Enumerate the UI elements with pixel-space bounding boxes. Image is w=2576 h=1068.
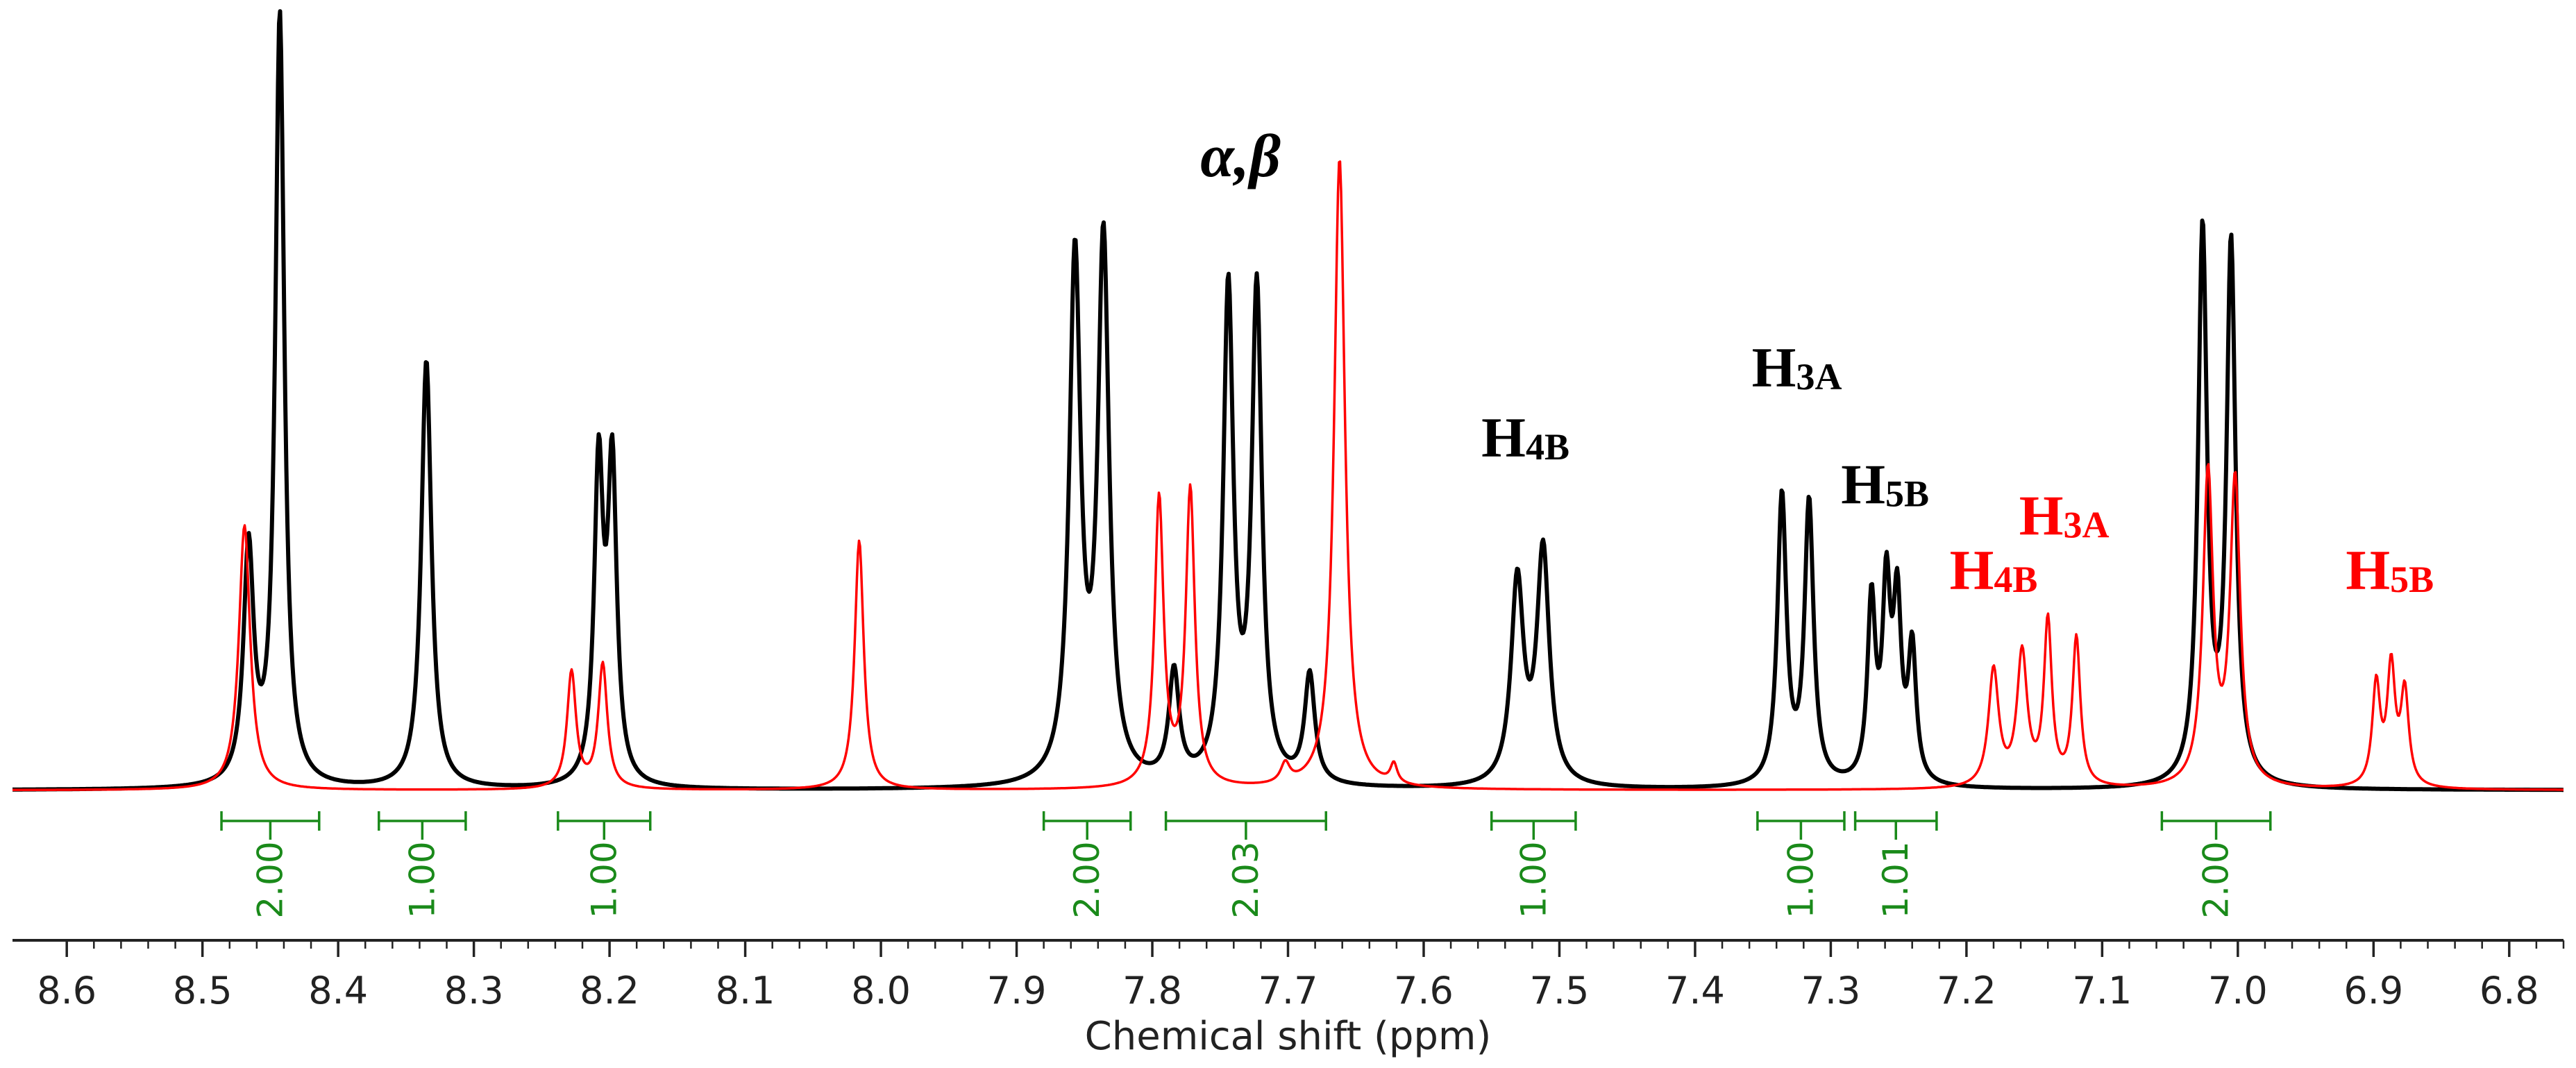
annotation-text: H <box>1481 406 1526 469</box>
spectrum-traces <box>11 9 2565 792</box>
x-tick-label: 6.8 <box>2480 969 2539 1012</box>
integral-value: 1.00 <box>584 841 624 918</box>
integral-marker: 2.00 <box>1042 811 1132 919</box>
integral-marker: 1.00 <box>1490 811 1577 919</box>
x-tick-label: 7.0 <box>2208 969 2268 1012</box>
integral-value: 1.00 <box>1781 841 1821 918</box>
integral-marker: 1.00 <box>1756 811 1846 919</box>
integral-marker: 2.03 <box>1164 811 1327 919</box>
peak-annotation: H5B <box>1841 452 1929 516</box>
x-tick-label: 8.6 <box>37 969 96 1012</box>
integral-marker: 2.00 <box>2160 811 2272 919</box>
x-axis-title: Chemical shift (ppm) <box>1085 1014 1492 1059</box>
integral-value: 2.00 <box>2196 841 2237 918</box>
x-tick-label: 6.9 <box>2343 969 2403 1012</box>
annotation-subscript: 4B <box>1994 559 2037 600</box>
integral-value: 2.03 <box>1226 841 1266 918</box>
x-tick-label: 7.7 <box>1258 969 1318 1012</box>
peak-annotation: H4B <box>1950 539 2038 602</box>
x-tick-label: 7.1 <box>2072 969 2132 1012</box>
spectrum-trace-black <box>11 9 2565 792</box>
integral-marker: 1.00 <box>378 811 467 919</box>
x-tick-label: 8.0 <box>851 969 911 1012</box>
annotation-text: H <box>2019 484 2064 547</box>
x-tick-label: 8.1 <box>716 969 775 1012</box>
x-tick-label: 7.8 <box>1122 969 1182 1012</box>
x-tick-label: 8.4 <box>308 969 368 1012</box>
spectrum-trace-red <box>12 160 2564 792</box>
integral-value: 1.00 <box>402 841 442 918</box>
x-tick-label: 8.3 <box>444 969 504 1012</box>
annotation-subscript: 3A <box>1796 356 1842 398</box>
annotation-subscript: 5B <box>2390 559 2434 600</box>
annotation-subscript: 5B <box>1885 473 1929 514</box>
integral-marker: 2.00 <box>220 811 321 919</box>
annotation-text: H <box>2346 539 2390 602</box>
x-tick-label: 7.4 <box>1665 969 1725 1012</box>
annotation-text: α,β <box>1200 123 1281 190</box>
x-tick-label: 7.5 <box>1530 969 1590 1012</box>
x-tick-label: 8.2 <box>580 969 639 1012</box>
peak-annotation: H5B <box>2346 539 2434 602</box>
annotation-subscript: 3A <box>2064 504 2110 545</box>
peak-annotation: H3A <box>1752 336 1842 399</box>
x-tick-label: 7.6 <box>1394 969 1454 1012</box>
x-tick-label: 8.5 <box>173 969 233 1012</box>
peak-annotation: H3A <box>2019 484 2110 547</box>
integral-value: 2.00 <box>1067 841 1107 918</box>
integral-value: 1.00 <box>1513 841 1554 918</box>
x-tick-label: 7.9 <box>987 969 1047 1012</box>
x-axis: 8.6 8.5 8.4 8.3 8.2 8.1 8.0 7.9 7.8 7.7 7.6 7.5 7.4 7… <box>12 939 2565 1059</box>
annotation-text: H <box>1752 336 1796 399</box>
integral-markers: 2.00 1.00 1.00 2.00 2.03 1.00 1.00 1.01 2.00 <box>220 811 2272 919</box>
annotation-subscript: 4B <box>1526 426 1569 468</box>
integral-marker: 1.00 <box>557 811 652 919</box>
x-axis-ticks: 8.6 8.5 8.4 8.3 8.2 8.1 8.0 7.9 7.8 7.7 7.6 7.5 7.4 7… <box>37 940 2565 1012</box>
peak-annotation: H4B <box>1481 406 1569 469</box>
integral-value: 1.01 <box>1876 841 1916 918</box>
annotation-text: H <box>1841 452 1885 516</box>
peak-annotation: α,β <box>1200 123 1281 190</box>
x-tick-label: 7.3 <box>1801 969 1860 1012</box>
integral-value: 2.00 <box>250 841 290 918</box>
annotation-text: H <box>1950 539 1994 602</box>
x-tick-label: 7.2 <box>1937 969 1996 1012</box>
integral-marker: 1.01 <box>1853 811 1938 919</box>
